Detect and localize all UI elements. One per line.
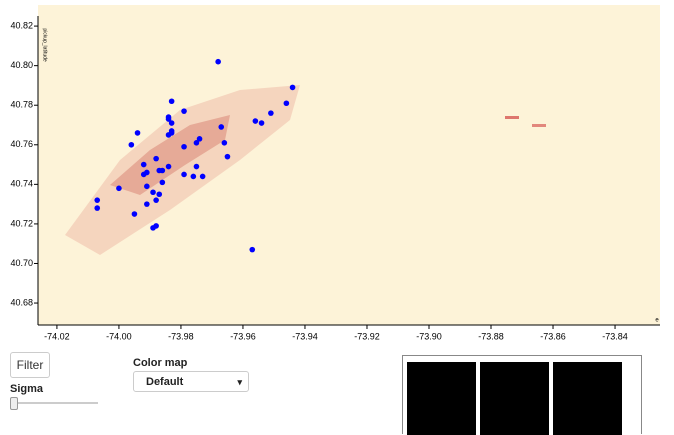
point (144, 184, 150, 190)
thumbnail-panel (402, 355, 642, 434)
point (129, 142, 135, 148)
color-map-select[interactable]: Default (133, 371, 249, 392)
point (259, 120, 265, 126)
point (169, 128, 175, 134)
color-map-label: Color map (133, 357, 187, 369)
y-tick-label: 40.72 (10, 218, 33, 228)
x-tick-label: -74.02 (44, 331, 70, 341)
point (284, 100, 290, 106)
point (169, 120, 175, 126)
thumbnail[interactable] (553, 362, 622, 435)
point (135, 130, 141, 136)
point (225, 154, 231, 160)
sigma-slider[interactable] (10, 402, 98, 404)
point (268, 110, 274, 116)
point (215, 59, 221, 65)
y-tick-label: 40.80 (10, 60, 33, 70)
point (153, 197, 159, 203)
sigma-label: Sigma (10, 383, 43, 395)
point (156, 191, 162, 197)
x-tick-label: -73.88 (478, 331, 504, 341)
point (150, 225, 156, 231)
thumbnail[interactable] (407, 362, 476, 435)
point (194, 164, 200, 170)
x-tick-label: -73.92 (354, 331, 380, 341)
point (200, 174, 206, 180)
chart: pickup_latitude e -74.02-74.00-73.98-73.… (0, 0, 674, 345)
heatmap-hotspot (505, 116, 519, 119)
point (160, 180, 166, 186)
point (181, 172, 187, 178)
point (94, 197, 100, 203)
point (141, 162, 147, 168)
point (181, 144, 187, 150)
y-axis-label: pickup_latitude (42, 28, 48, 62)
heatmap-hotspot (532, 124, 546, 127)
y-tick-label: 40.74 (10, 179, 33, 189)
y-tick-label: 40.78 (10, 100, 33, 110)
point (166, 164, 172, 170)
point (153, 156, 159, 162)
y-tick-label: 40.76 (10, 139, 33, 149)
slider-thumb[interactable] (10, 397, 18, 410)
point (222, 140, 228, 146)
thumbnail[interactable] (480, 362, 549, 435)
point (191, 174, 197, 180)
x-tick-label: -73.84 (602, 331, 628, 341)
x-tick-label: -73.96 (230, 331, 256, 341)
point (290, 85, 296, 91)
y-tick-label: 40.70 (10, 258, 33, 268)
x-tick-label: -73.86 (540, 331, 566, 341)
y-tick-label: 40.68 (10, 297, 33, 307)
page: pickup_latitude e -74.02-74.00-73.98-73.… (0, 0, 674, 434)
point (144, 201, 150, 207)
x-tick-label: -73.90 (416, 331, 442, 341)
point (218, 124, 224, 130)
point (249, 247, 255, 253)
x-tick-label: -73.94 (292, 331, 318, 341)
y-tick-label: 40.82 (10, 20, 33, 30)
filter-button[interactable]: Filter (10, 352, 50, 378)
x-tick-label: -73.98 (168, 331, 194, 341)
point (253, 118, 259, 124)
point (181, 108, 187, 114)
point (132, 211, 138, 217)
point (116, 186, 122, 192)
point (141, 172, 147, 178)
point (94, 205, 100, 211)
point (194, 140, 200, 146)
x-tick-label: -74.00 (106, 331, 132, 341)
point (150, 189, 156, 195)
point (169, 98, 175, 104)
point (160, 168, 166, 174)
